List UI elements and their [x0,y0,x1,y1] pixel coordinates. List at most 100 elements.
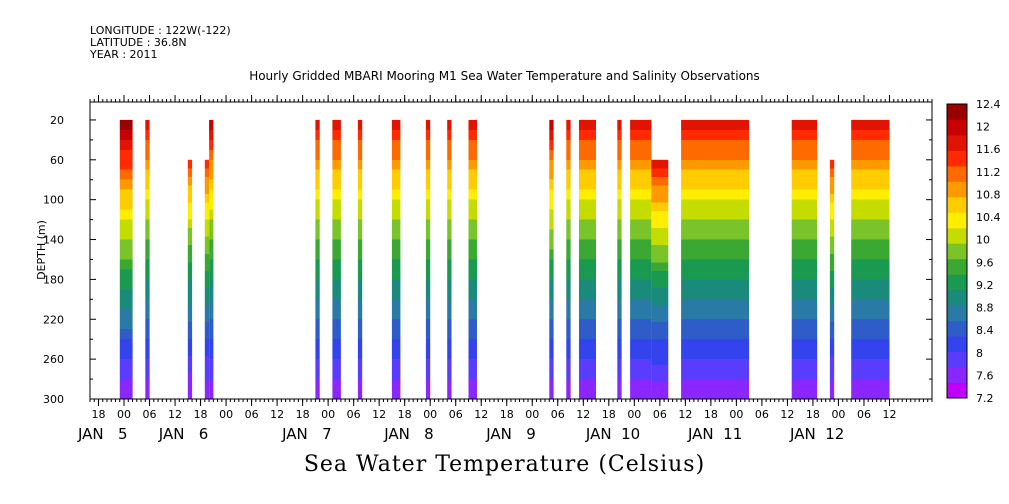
colorbar-label: 11.2 [976,166,1001,179]
data-column [651,159,669,399]
plot-area: 20 60 100 140 180 220 260 300 18 00 06 12 18 00 06 12 18… [35,95,1001,443]
y-tick-label: 220 [43,313,64,326]
colorbar-label: 9.2 [976,279,994,292]
colorbar-swatch [947,181,967,198]
x-tick-label: 18 [92,408,106,421]
colorbar-label: 9.6 [976,256,994,269]
x-day-label: JAN 6 [158,425,209,443]
colorbar-label: 12.4 [976,98,1001,111]
colorbar-swatch [947,274,967,291]
x-day-label: JAN 11 [687,425,742,443]
data-column [630,119,652,400]
variable-label: Sea Water Temperature (Celsius) [303,452,706,477]
colorbar-label: 8.4 [976,324,994,337]
x-tick-label: 00 [321,408,335,421]
x-tick-label: 12 [678,408,692,421]
colorbar-label: 7.2 [976,392,994,405]
colorbar-label: 8.8 [976,302,994,315]
data-column [579,119,596,400]
colorbar-swatch [947,382,967,399]
data-column [468,119,477,400]
x-tick-label: 06 [143,408,157,421]
x-day-label: JAN 5 [77,425,128,443]
y-tick-label: 180 [43,273,64,286]
data-column [791,119,818,400]
data-column [209,119,214,400]
x-tick-label: 18 [398,408,412,421]
x-day-label: JAN 12 [789,425,844,443]
x-tick-label: 12 [780,408,794,421]
latitude-label: LATITUDE : 36.8N [90,36,187,49]
data-column [681,119,750,400]
y-axis-label: DEPTH (m) [35,220,48,280]
x-tick-label: 12 [576,408,590,421]
year-label: YEAR : 2011 [90,48,158,61]
x-tick-label: 00 [525,408,539,421]
x-tick-label: 00 [627,408,641,421]
colorbar: 7.2 7.6 8 8.4 8.8 9.2 9.6 10 10.4 10.8 11.2 11.6 12 1… [946,98,1001,405]
y-tick-label: 260 [43,353,64,366]
x-tick-label: 00 [219,408,233,421]
data-column [566,119,571,400]
colorbar-swatch [947,134,967,151]
data-column [447,119,452,400]
colorbar-swatch [947,320,967,337]
longitude-label: LONGITUDE : 122W(-122) [90,24,231,37]
x-day-label: JAN 9 [485,425,536,443]
x-tick-label: 18 [704,408,718,421]
colorbar-label: 8 [976,347,983,360]
x-tick-label: 00 [729,408,743,421]
x-tick-label: 06 [755,408,769,421]
colorbar-swatch [947,258,967,275]
colorbar-swatch [947,289,967,306]
x-tick-label: 18 [806,408,820,421]
colorbar-label: 10 [976,234,990,247]
data-column [425,119,431,400]
colorbar-swatch [947,104,967,120]
colorbar-swatch [947,305,967,322]
x-tick-label: 12 [372,408,386,421]
data-column [357,119,363,400]
colorbar-swatch [947,367,967,384]
data-column [549,119,554,400]
data-column [851,119,890,400]
chart-title: Hourly Gridded MBARI Mooring M1 Sea Wate… [249,69,760,83]
axes: 20 60 100 140 180 220 260 300 18 00 06 12 18 00 06 12 18… [43,95,933,443]
x-tick-label: 00 [423,408,437,421]
colorbar-swatch [947,351,967,368]
data-column [145,119,150,400]
y-tick-label: 20 [50,114,64,127]
data-column [187,159,193,399]
data-column [829,159,835,399]
colorbar-swatch [947,150,967,167]
x-tick-label: 12 [474,408,488,421]
x-tick-label: 12 [168,408,182,421]
colorbar-swatch [947,336,967,353]
colorbar-frame [946,103,968,399]
x-tick-label: 12 [270,408,284,421]
x-tick-label: 06 [347,408,361,421]
colorbar-label: 10.4 [976,211,1001,224]
data-column [617,119,622,400]
colorbar-label: 11.6 [976,143,1001,156]
colorbar-label: 10.8 [976,188,1001,201]
x-tick-label: 18 [500,408,514,421]
x-tick-label: 12 [882,408,896,421]
x-tick-label: 06 [653,408,667,421]
data-column [332,119,341,400]
data-column [204,159,210,399]
data-column [119,119,133,400]
y-tick-label: 300 [43,393,64,406]
x-day-label: JAN 10 [585,425,640,443]
data-column [315,119,320,400]
colorbar-swatch [947,119,967,136]
y-tick-label: 140 [43,234,64,247]
x-tick-label: 06 [449,408,463,421]
colorbar-swatch [947,212,967,229]
x-tick-label: 06 [245,408,259,421]
x-tick-label: 06 [551,408,565,421]
x-tick-label: 00 [831,408,845,421]
data-column [391,119,401,400]
data-columns [119,119,890,400]
colorbar-swatch [947,227,967,244]
